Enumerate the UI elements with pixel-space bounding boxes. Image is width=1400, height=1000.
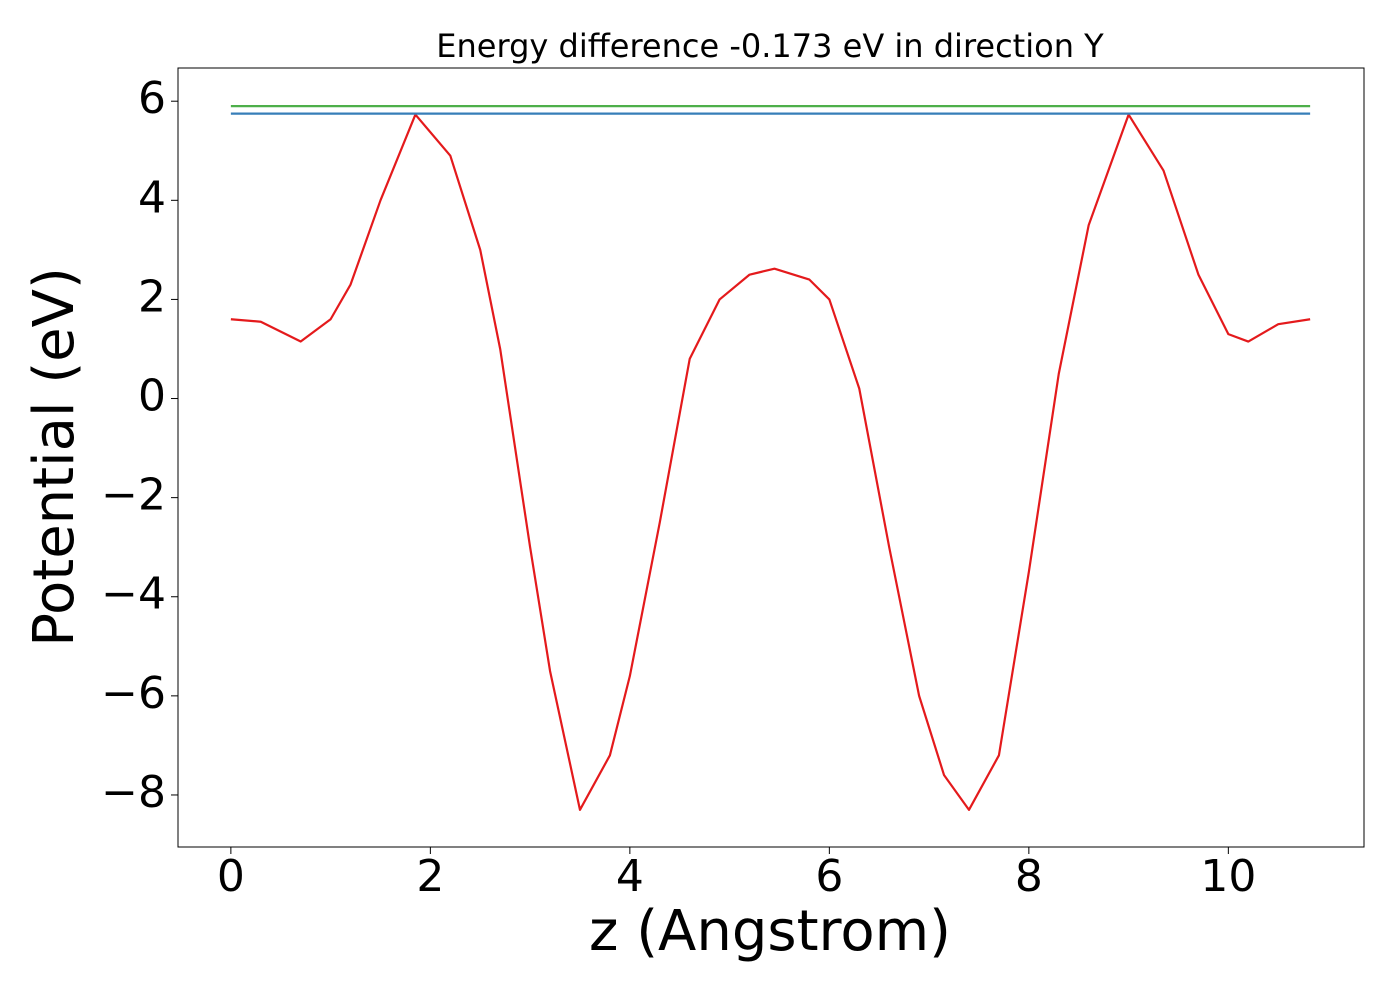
y-tick-label: 2 [138, 271, 166, 322]
x-tick-label: 8 [1015, 851, 1043, 902]
x-tick-label: 4 [616, 851, 644, 902]
y-tick-label: 4 [138, 172, 166, 223]
x-tick-label: 10 [1200, 851, 1256, 902]
y-tick-label: −6 [101, 668, 166, 719]
y-tick-label: −4 [101, 569, 166, 620]
x-tick-label: 6 [815, 851, 843, 902]
y-tick-label: −2 [101, 470, 166, 521]
x-tick-label: 0 [217, 851, 245, 902]
y-axis-label: Potential (eV) [22, 267, 87, 647]
y-tick-label: −8 [101, 767, 166, 818]
y-tick-label: 6 [138, 73, 166, 124]
x-tick-label: 2 [416, 851, 444, 902]
chart-title: Energy difference -0.173 eV in direction… [436, 27, 1104, 65]
series-line [230, 113, 1311, 811]
y-tick-label: 0 [138, 371, 166, 422]
x-axis-label: z (Angstrom) [589, 899, 951, 964]
plot-frame [177, 67, 1365, 848]
